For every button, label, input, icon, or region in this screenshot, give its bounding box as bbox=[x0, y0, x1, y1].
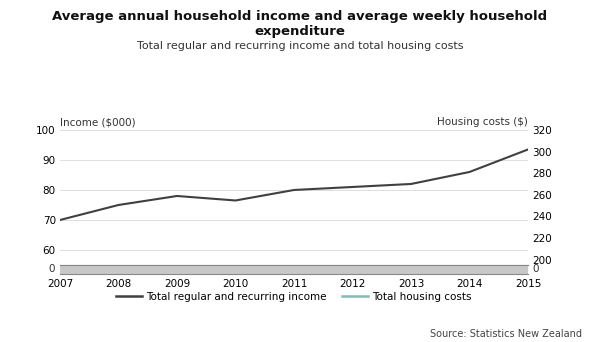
Text: Housing costs ($): Housing costs ($) bbox=[437, 117, 528, 127]
Text: 0: 0 bbox=[49, 264, 55, 274]
Text: Average annual household income and average weekly household
expenditure: Average annual household income and aver… bbox=[52, 10, 548, 38]
Legend: Total regular and recurring income, Total housing costs: Total regular and recurring income, Tota… bbox=[112, 287, 476, 306]
Text: Total regular and recurring income and total housing costs: Total regular and recurring income and t… bbox=[137, 41, 463, 51]
Text: 0: 0 bbox=[533, 264, 539, 274]
Text: Source: Statistics New Zealand: Source: Statistics New Zealand bbox=[430, 329, 582, 339]
Text: Income ($000): Income ($000) bbox=[60, 117, 136, 127]
